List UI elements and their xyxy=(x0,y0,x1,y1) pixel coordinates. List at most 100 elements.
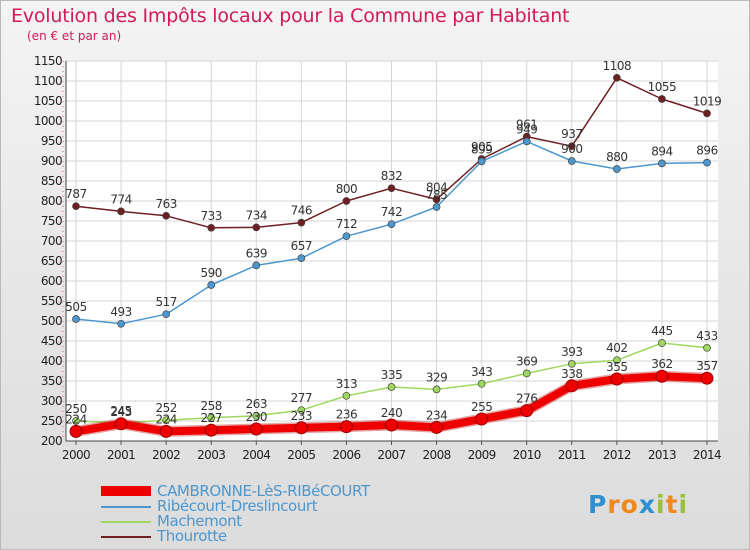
data-label: 227 xyxy=(201,411,222,425)
legend-label-cambronne: CAMBRONNE-LèS-RIBéCOURT xyxy=(157,482,370,500)
legend-swatch-machemont xyxy=(101,521,151,523)
line-chart: 2002503003504004505005506006507007508008… xyxy=(34,54,722,462)
data-label: 224 xyxy=(65,412,86,426)
data-label: 746 xyxy=(291,204,312,218)
data-label: 338 xyxy=(561,367,582,381)
data-label: 733 xyxy=(201,209,222,223)
data-label: 252 xyxy=(155,401,176,415)
data-label: 277 xyxy=(291,391,312,405)
data-label: 230 xyxy=(246,410,267,424)
data-point xyxy=(658,159,666,168)
data-label: 905 xyxy=(471,140,492,154)
data-point xyxy=(655,369,669,383)
data-label: 234 xyxy=(426,408,447,422)
data-label: 657 xyxy=(291,239,312,253)
data-point xyxy=(114,417,128,431)
data-label: 1019 xyxy=(693,94,722,108)
logo-letter: P xyxy=(588,490,608,519)
data-point xyxy=(207,223,216,232)
data-label: 393 xyxy=(561,345,582,359)
data-point xyxy=(117,319,125,328)
data-point xyxy=(294,421,308,435)
y-tick-label: 700 xyxy=(41,234,62,248)
data-label: 712 xyxy=(336,217,357,231)
chart-title: Evolution des Impôts locaux pour la Comm… xyxy=(11,5,570,27)
y-tick-label: 1150 xyxy=(34,54,62,68)
legend-swatch-ribecourt xyxy=(101,506,151,508)
legend-swatch-thourotte xyxy=(101,536,151,538)
data-point xyxy=(339,420,353,434)
data-label: 774 xyxy=(110,192,131,206)
x-tick-label: 2008 xyxy=(423,448,451,462)
data-point xyxy=(613,165,621,173)
data-label: 362 xyxy=(651,357,672,371)
data-label: 734 xyxy=(246,208,267,222)
data-point xyxy=(565,379,579,393)
data-point xyxy=(430,420,444,434)
data-label: 343 xyxy=(471,365,492,379)
y-tick-label: 200 xyxy=(41,434,62,448)
data-label: 961 xyxy=(516,118,537,132)
data-label: 369 xyxy=(516,354,537,368)
data-point xyxy=(700,371,714,385)
data-point xyxy=(477,379,486,388)
y-tick-label: 600 xyxy=(41,274,62,288)
data-label: 250 xyxy=(65,402,86,416)
x-tick-label: 2014 xyxy=(693,448,721,462)
data-label: 335 xyxy=(381,368,402,382)
data-point xyxy=(159,424,173,438)
chart-subtitle: (en € et par an) xyxy=(27,29,122,43)
data-label: 263 xyxy=(246,397,267,411)
data-point xyxy=(162,416,170,425)
logo-letter: r xyxy=(607,490,621,519)
x-tick-label: 2006 xyxy=(332,448,360,462)
data-label: 445 xyxy=(651,324,672,338)
data-point xyxy=(567,142,576,151)
data-label: 233 xyxy=(291,409,312,423)
data-point xyxy=(342,232,351,241)
data-label: 763 xyxy=(155,197,176,211)
x-tick-label: 2011 xyxy=(558,448,586,462)
y-tick-label: 850 xyxy=(41,174,62,188)
data-point xyxy=(72,417,80,425)
y-tick-label: 900 xyxy=(41,154,62,168)
data-label: 517 xyxy=(155,295,176,309)
x-tick-label: 2004 xyxy=(242,448,270,462)
data-label: 1108 xyxy=(603,59,632,73)
data-label: 402 xyxy=(606,341,627,355)
data-label: 255 xyxy=(471,400,492,414)
y-tick-label: 750 xyxy=(41,214,62,228)
proxiti-logo: Proxiti xyxy=(588,490,688,519)
data-point xyxy=(387,184,396,193)
x-tick-label: 2002 xyxy=(152,448,180,462)
y-tick-label: 1100 xyxy=(34,74,62,88)
data-point xyxy=(475,412,489,426)
data-label: 313 xyxy=(336,377,357,391)
x-tick-label: 2000 xyxy=(62,448,90,462)
data-point xyxy=(207,413,216,422)
data-label: 493 xyxy=(110,305,131,319)
data-label: 804 xyxy=(426,180,447,194)
data-label: 899 xyxy=(471,142,492,156)
x-tick-label: 2003 xyxy=(197,448,225,462)
y-tick-label: 450 xyxy=(41,334,62,348)
data-point xyxy=(252,411,261,420)
legend-label-machemont: Machemont xyxy=(157,512,242,530)
data-label: 357 xyxy=(696,359,717,373)
x-tick-label: 2012 xyxy=(603,448,631,462)
legend-label-thourotte: Thourotte xyxy=(157,527,227,545)
data-label: 832 xyxy=(381,169,402,183)
legend-swatch-cambronne xyxy=(101,486,151,496)
y-tick-label: 1000 xyxy=(34,114,62,128)
data-point xyxy=(610,372,624,386)
data-label: 1055 xyxy=(648,80,677,94)
data-point xyxy=(297,218,306,227)
data-point xyxy=(69,424,83,438)
data-point xyxy=(522,369,531,378)
data-label: 243 xyxy=(110,405,131,419)
data-label: 245 xyxy=(110,404,131,418)
data-label: 276 xyxy=(516,392,537,406)
data-point xyxy=(477,157,486,166)
data-point xyxy=(658,95,666,103)
data-point xyxy=(522,137,531,146)
